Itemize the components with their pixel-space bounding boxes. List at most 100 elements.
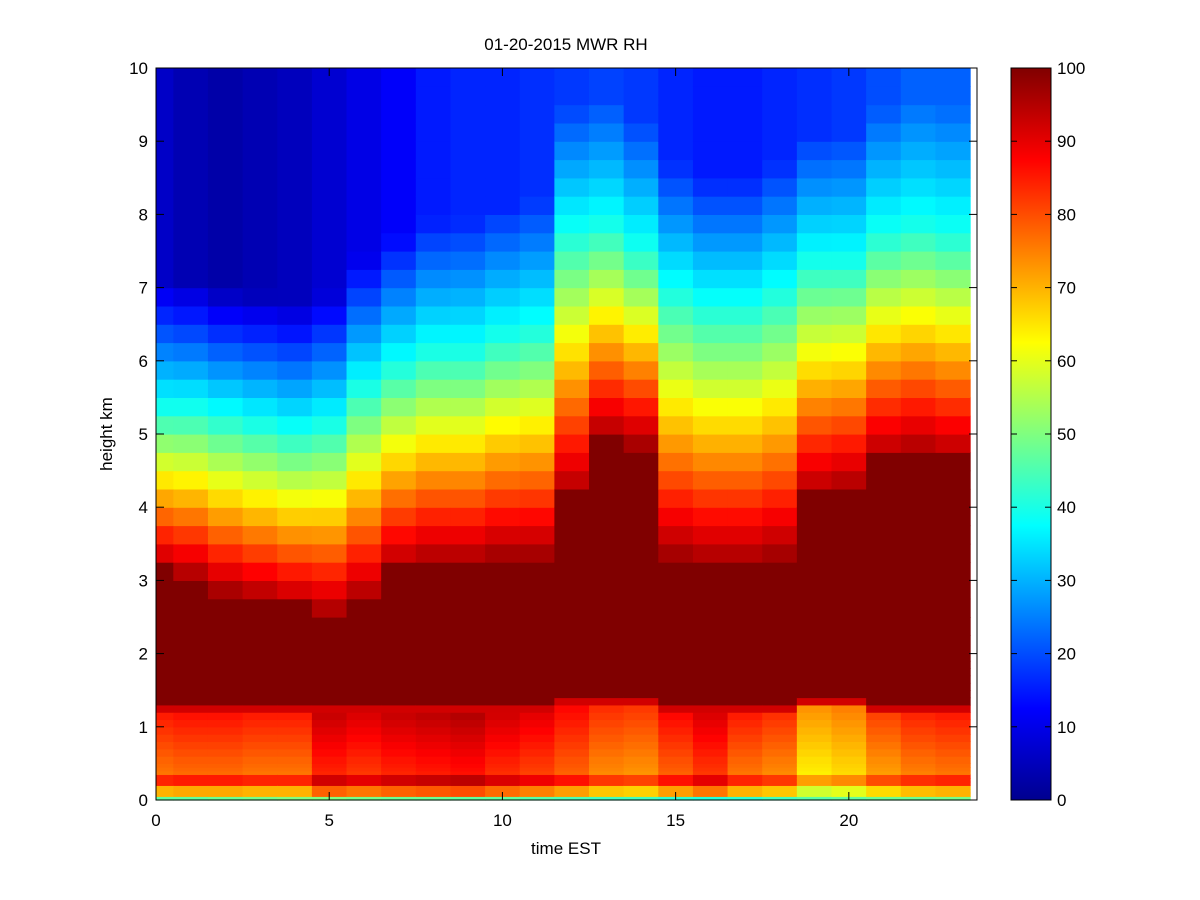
- heatmap-cell: [589, 767, 625, 772]
- heatmap-cell: [346, 617, 382, 636]
- heatmap-cell: [207, 159, 244, 179]
- heatmap-cell: [415, 675, 452, 684]
- heatmap-cell: [554, 415, 590, 435]
- heatmap-cell: [935, 675, 971, 684]
- heatmap-cell: [207, 305, 244, 325]
- heatmap-cell: [207, 251, 244, 270]
- heatmap-cell: [935, 690, 971, 699]
- heatmap-cell: [796, 789, 833, 794]
- heatmap-cell: [762, 269, 798, 289]
- heatmap-cell: [796, 781, 833, 786]
- heatmap-cell: [796, 196, 833, 215]
- heatmap-cell: [623, 774, 659, 779]
- heatmap-cell: [381, 653, 417, 662]
- heatmap-cell: [207, 767, 244, 772]
- heatmap-cell: [727, 379, 763, 398]
- heatmap-cell: [415, 719, 452, 728]
- heatmap-cell: [866, 763, 902, 768]
- heatmap-cell: [866, 159, 902, 179]
- heatmap-cell: [450, 697, 486, 706]
- heatmap-cell: [727, 598, 763, 618]
- heatmap-cell: [277, 159, 313, 179]
- heatmap-cell: [415, 488, 452, 508]
- heatmap-cell: [554, 789, 590, 794]
- heatmap-cell: [589, 598, 625, 618]
- heatmap-cell: [519, 470, 555, 490]
- heatmap-cell: [485, 232, 521, 252]
- heatmap-cell: [692, 507, 729, 527]
- heatmap-cell: [415, 68, 452, 87]
- heatmap-cell: [346, 756, 382, 764]
- heatmap-cell: [831, 704, 867, 713]
- heatmap-cell: [415, 543, 452, 563]
- heatmap-cell: [311, 748, 348, 757]
- heatmap-cell: [935, 580, 971, 600]
- heatmap-cell: [381, 792, 417, 797]
- heatmap-cell: [311, 789, 348, 794]
- heatmap-cell: [589, 86, 625, 106]
- colorbar-axis: 0 10 20 30 40 50 60 70 80 90 100: [1011, 59, 1085, 810]
- heatmap-cell: [727, 789, 763, 794]
- heatmap-cell: [381, 68, 417, 87]
- heatmap-cell: [519, 617, 555, 636]
- heatmap-cell: [173, 774, 209, 779]
- heatmap-cell: [173, 690, 209, 699]
- heatmap-cell: [415, 767, 452, 772]
- heatmap-cell: [831, 668, 867, 677]
- heatmap-cell: [519, 690, 555, 699]
- colorbar-tick-label: 40: [1057, 498, 1076, 517]
- heatmap-cell: [381, 580, 417, 600]
- heatmap-cell: [658, 690, 694, 699]
- heatmap-cell: [762, 763, 798, 768]
- heatmap-cell: [796, 748, 833, 757]
- heatmap-cell: [762, 770, 798, 775]
- heatmap-cell: [727, 781, 763, 786]
- heatmap-cell: [866, 668, 902, 677]
- heatmap-cell: [485, 734, 521, 743]
- heatmap-cell: [485, 452, 521, 472]
- heatmap-cell: [242, 690, 278, 699]
- heatmap-cell: [554, 726, 590, 735]
- heatmap-cell: [519, 719, 555, 728]
- heatmap-cell: [935, 305, 971, 325]
- heatmap-cell: [346, 232, 382, 252]
- heatmap-cell: [796, 726, 833, 735]
- heatmap-cell: [692, 159, 729, 179]
- heatmap-cell: [242, 712, 278, 721]
- heatmap-cell: [242, 232, 278, 252]
- heatmap-cell: [485, 774, 521, 779]
- heatmap-cell: [173, 704, 209, 713]
- heatmap-cell: [692, 748, 729, 757]
- heatmap-cell: [727, 668, 763, 677]
- heatmap-cell: [450, 781, 486, 786]
- heatmap-cell: [727, 452, 763, 472]
- heatmap-cell: [381, 668, 417, 677]
- heatmap-cell: [381, 196, 417, 215]
- heatmap-cell: [589, 690, 625, 699]
- heatmap-cell: [485, 763, 521, 768]
- heatmap-cell: [692, 756, 729, 764]
- heatmap-cell: [207, 86, 244, 106]
- heatmap-cell: [554, 660, 590, 669]
- heatmap-cell: [415, 562, 452, 581]
- heatmap-cell: [346, 580, 382, 600]
- heatmap-cell: [242, 756, 278, 764]
- heatmap-cell: [589, 488, 625, 508]
- heatmap-cell: [450, 305, 486, 325]
- heatmap-cell: [796, 792, 833, 797]
- heatmap-cell: [346, 269, 382, 289]
- heatmap-cell: [277, 675, 313, 684]
- heatmap-cell: [658, 785, 694, 790]
- heatmap-cell: [346, 360, 382, 380]
- heatmap-cell: [762, 525, 798, 545]
- heatmap-cell: [173, 434, 209, 453]
- heatmap-cell: [415, 789, 452, 794]
- heatmap-cell: [485, 785, 521, 790]
- heatmap-cell: [519, 792, 555, 797]
- heatmap-cell: [519, 177, 555, 197]
- heatmap-cell: [346, 778, 382, 783]
- heatmap-cell: [485, 704, 521, 713]
- heatmap-cell: [692, 177, 729, 197]
- heatmap-cell: [173, 525, 209, 545]
- heatmap-cell: [381, 598, 417, 618]
